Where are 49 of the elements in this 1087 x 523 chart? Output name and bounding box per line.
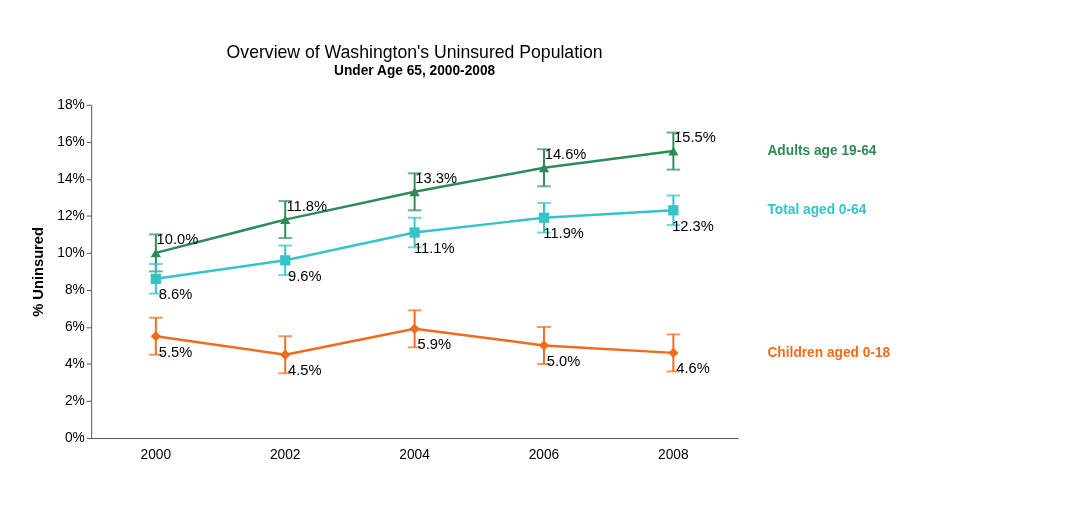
- data-label: 11.8%: [286, 197, 328, 214]
- point: [280, 215, 291, 225]
- data-label: 4.5%: [288, 362, 322, 379]
- y-tick-label: 18%: [57, 97, 85, 113]
- y-tick-label: 16%: [57, 134, 85, 150]
- x-tick-label: 2000: [140, 447, 172, 463]
- y-axis-title: % Uninsured: [29, 227, 46, 317]
- point: [538, 340, 550, 351]
- data-label: 9.6%: [288, 267, 322, 284]
- point: [668, 146, 679, 156]
- point: [409, 227, 420, 238]
- point: [538, 212, 550, 223]
- data-label: 14.6%: [544, 145, 587, 162]
- y-tick-label: 14%: [57, 171, 85, 187]
- data-label: 12.3%: [672, 217, 714, 234]
- x-tick-label: 2006: [528, 447, 560, 463]
- point: [280, 255, 291, 266]
- data-label: 15.5%: [674, 129, 716, 146]
- data-label: 13.3%: [415, 169, 457, 186]
- y-tick-label: 12%: [57, 208, 85, 224]
- x-tick-label: 2008: [658, 447, 689, 463]
- x-tick-label: 2002: [269, 447, 301, 463]
- y-tick-label: 2%: [64, 393, 85, 409]
- y-tick-label: 0%: [64, 430, 85, 446]
- text: Children aged 0-18: [767, 344, 891, 360]
- point: [409, 323, 420, 334]
- data-label: 5.9%: [417, 336, 451, 353]
- data-label: 8.6%: [158, 286, 193, 303]
- point: [280, 349, 291, 360]
- y-tick-label: 10%: [57, 245, 85, 261]
- point: [668, 205, 679, 216]
- point: [668, 347, 679, 359]
- x-tick-label: 2004: [399, 447, 431, 463]
- data-label: 5.5%: [158, 343, 193, 360]
- y-tick-label: 6%: [64, 319, 85, 335]
- y-tick-label: 8%: [64, 282, 85, 298]
- data-label: 5.0%: [546, 353, 581, 370]
- text: Total aged 0-64: [767, 202, 867, 218]
- point: [150, 273, 161, 284]
- data-label: 11.1%: [413, 240, 455, 257]
- text: Adults age 19-64: [767, 143, 877, 158]
- point: [409, 187, 420, 197]
- data-label: 4.6%: [676, 360, 710, 377]
- chart-title: Overview of Washington's Uninsured Population: [226, 41, 603, 62]
- chart-subtitle: Under Age 65, 2000-2008: [334, 63, 496, 79]
- data-label: 10.0%: [156, 231, 199, 248]
- point: [150, 331, 161, 342]
- data-label: 11.9%: [543, 225, 584, 242]
- y-tick-label: 4%: [64, 356, 85, 372]
